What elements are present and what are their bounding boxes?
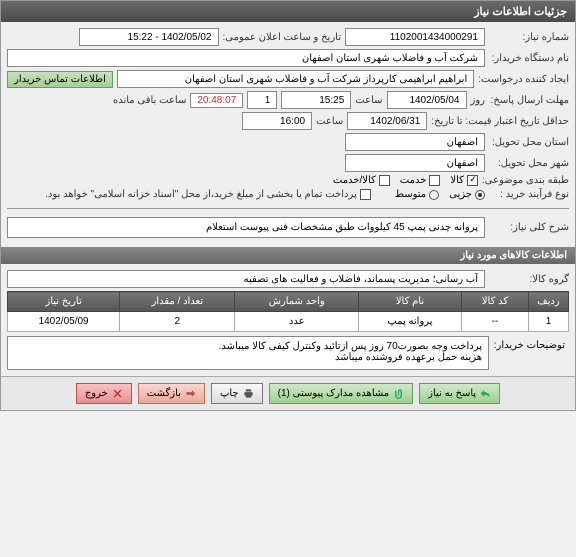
back-button[interactable]: بازگشت — [138, 383, 205, 404]
check-icon — [429, 175, 440, 186]
city-field: اصفهان — [345, 154, 485, 172]
need-no-field: 1102001434000291 — [345, 28, 485, 46]
cell-name: پروانه پمپ — [359, 312, 462, 332]
attachments-button[interactable]: مشاهده مدارک پیوستی (1) — [269, 383, 414, 404]
need-no-label: شماره نیاز: — [489, 32, 569, 43]
payment-note-check[interactable]: پرداخت تمام یا بخشی از مبلغ خرید،از محل … — [45, 189, 371, 200]
cell-code: -- — [461, 312, 528, 332]
cat-goods-label: کالا — [450, 175, 464, 186]
remaining-time: 20:48:07 — [190, 93, 243, 108]
announce-field: 1402/05/02 - 15:22 — [79, 28, 219, 46]
deadline-time-label: ساعت — [355, 95, 382, 106]
deadline-day-label: روز — [471, 95, 486, 106]
footer-actions: پاسخ به نیاز مشاهده مدارک پیوستی (1) چاپ… — [1, 376, 575, 410]
col-code: کد کالا — [461, 292, 528, 312]
panel-title: جزئیات اطلاعات نیاز — [474, 6, 567, 18]
deadline-time-field: 15:25 — [281, 91, 351, 109]
buyer-notes-label: توضیحات خریدار: — [489, 336, 569, 370]
print-label: چاپ — [220, 388, 239, 399]
notes-line-1: پرداخت وجه بصورت70 روز پس ازتائید وکنترل… — [14, 341, 482, 352]
col-date: تاریخ نیاز — [8, 292, 120, 312]
requester-field: ابراهیم ابراهیمی کارپرداز شرکت آب و فاضل… — [117, 70, 474, 88]
proc-partial-radio[interactable]: جزیی — [449, 189, 485, 200]
validity-date-field: 1402/06/31 — [347, 112, 427, 130]
province-field: اصفهان — [345, 133, 485, 151]
cell-row: 1 — [529, 312, 569, 332]
need-desc-label: شرح کلی نیاز: — [489, 222, 569, 233]
validity-label: حداقل تاریخ اعتبار قیمت: تا تاریخ: — [431, 116, 569, 127]
exit-icon — [112, 388, 123, 399]
notes-line-2: هزینه حمل برعهده فروشنده میباشد — [14, 352, 482, 363]
cat-service-label: خدمت — [400, 175, 427, 186]
check-icon — [467, 175, 478, 186]
reply-icon — [480, 388, 491, 399]
process-label: نوع فرآیند خرید : — [489, 189, 569, 200]
check-icon — [360, 189, 371, 200]
goods-table: ردیف کد کالا نام کالا واحد شمارش تعداد /… — [7, 291, 569, 332]
back-icon — [185, 388, 196, 399]
proc-medium-label: متوسط — [395, 189, 426, 200]
col-unit: واحد شمارش — [235, 292, 359, 312]
radio-icon — [475, 190, 485, 200]
respond-button[interactable]: پاسخ به نیاز — [419, 383, 500, 404]
buyer-notes-box: پرداخت وجه بصورت70 روز پس ازتائید وکنترل… — [7, 336, 489, 370]
cat-goods-service-radio[interactable]: کالا/خدمت — [333, 175, 390, 186]
category-radio-group: کالا خدمت کالا/خدمت — [333, 175, 478, 186]
panel-header: جزئیات اطلاعات نیاز — [1, 1, 575, 22]
need-desc-box: پروانه چدنی پمپ 45 کیلووات طبق مشخصات فن… — [7, 217, 485, 238]
deadline-hours-field: 1 — [247, 91, 277, 109]
contact-buyer-button[interactable]: اطلاعات تماس خریدار — [7, 71, 113, 88]
goods-section-title: اطلاعات کالاهای مورد نیاز — [1, 247, 575, 264]
check-icon — [379, 175, 390, 186]
table-header-row: ردیف کد کالا نام کالا واحد شمارش تعداد /… — [8, 292, 569, 312]
cat-goods-radio[interactable]: کالا — [450, 175, 478, 186]
category-label: طبقه بندی موضوعی: — [482, 175, 569, 186]
validity-time-field: 16:00 — [242, 112, 312, 130]
proc-medium-radio[interactable]: متوسط — [395, 189, 439, 200]
cell-date: 1402/05/09 — [8, 312, 120, 332]
need-details-panel: جزئیات اطلاعات نیاز شماره نیاز: 11020014… — [0, 0, 576, 411]
col-name: نام کالا — [359, 292, 462, 312]
exit-button[interactable]: خروج — [76, 383, 132, 404]
announce-label: تاریخ و ساعت اعلان عمومی: — [223, 32, 342, 43]
print-button[interactable]: چاپ — [211, 383, 263, 404]
respond-label: پاسخ به نیاز — [428, 388, 476, 399]
back-label: بازگشت — [147, 388, 181, 399]
deadline-label: مهلت ارسال پاسخ: — [489, 95, 569, 106]
province-label: استان محل تحویل: — [489, 137, 569, 148]
col-row: ردیف — [529, 292, 569, 312]
divider — [7, 208, 569, 209]
table-row[interactable]: 1 -- پروانه پمپ عدد 2 1402/05/09 — [8, 312, 569, 332]
validity-time-label: ساعت — [316, 116, 343, 127]
process-radio-group: جزیی متوسط — [395, 189, 485, 200]
remaining-label: ساعت باقی مانده — [113, 95, 186, 106]
radio-icon — [429, 190, 439, 200]
goods-section: گروه کالا: آب رسانی؛ مدیریت پسماند، فاضل… — [1, 264, 575, 376]
info-section: شماره نیاز: 1102001434000291 تاریخ و ساع… — [1, 22, 575, 247]
print-icon — [243, 388, 254, 399]
exit-label: خروج — [85, 388, 108, 399]
buyer-notes-row: توضیحات خریدار: پرداخت وجه بصورت70 روز پ… — [7, 336, 569, 370]
attachments-label: مشاهده مدارک پیوستی (1) — [278, 388, 390, 399]
deadline-date-field: 1402/05/04 — [387, 91, 467, 109]
buyer-org-field: شرکت آب و فاضلاب شهری استان اصفهان — [7, 49, 485, 67]
goods-group-label: گروه کالا: — [489, 274, 569, 285]
cat-goods-service-label: کالا/خدمت — [333, 175, 376, 186]
requester-label: ایجاد کننده درخواست: — [478, 74, 569, 85]
payment-note: پرداخت تمام یا بخشی از مبلغ خرید،از محل … — [45, 189, 357, 200]
buyer-org-label: نام دستگاه خریدار: — [489, 53, 569, 64]
proc-partial-label: جزیی — [449, 189, 472, 200]
city-label: شهر محل تحویل: — [489, 158, 569, 169]
col-qty: تعداد / مقدار — [120, 292, 235, 312]
attachment-icon — [393, 388, 404, 399]
cell-unit: عدد — [235, 312, 359, 332]
cell-qty: 2 — [120, 312, 235, 332]
cat-service-radio[interactable]: خدمت — [400, 175, 441, 186]
goods-group-field: آب رسانی؛ مدیریت پسماند، فاضلاب و فعالیت… — [7, 270, 485, 288]
